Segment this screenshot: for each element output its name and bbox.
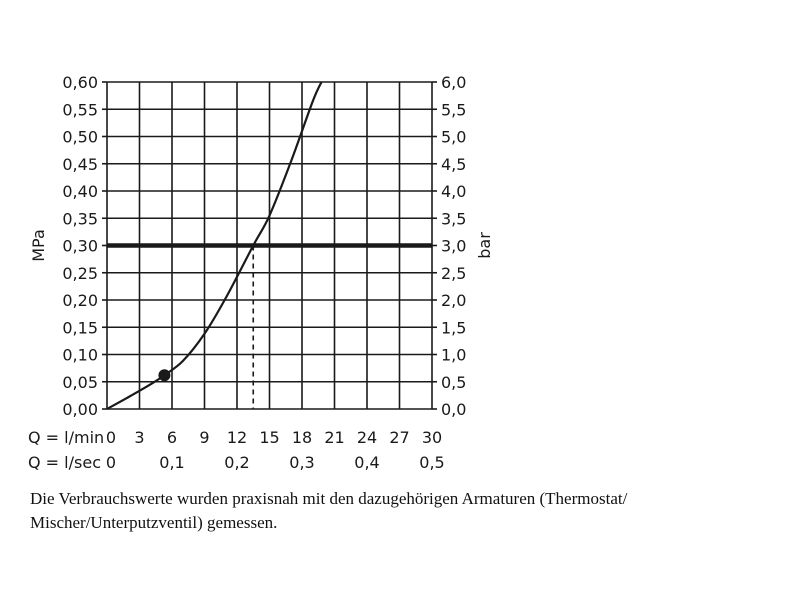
x-tick-label-lsec: 0,3 — [289, 453, 314, 472]
x-tick-label-lmin: 3 — [134, 428, 144, 447]
y-left-tick-label: 0,25 — [62, 264, 98, 283]
y-right-tick-label: 4,0 — [441, 182, 466, 201]
x-tick-label-lmin: 30 — [422, 428, 442, 447]
y-left-tick-label: 0,45 — [62, 155, 98, 174]
x-tick-label-lmin: 0 — [106, 428, 116, 447]
x-tick-label-lmin: 21 — [324, 428, 344, 447]
y-right-tick-label: 4,5 — [441, 155, 466, 174]
y-right-tick-label: 2,0 — [441, 291, 466, 310]
y-right-tick-label: 2,5 — [441, 264, 466, 283]
y-left-tick-label: 0,00 — [62, 400, 98, 419]
y-left-tick-label: 0,60 — [62, 73, 98, 92]
series-line — [106, 81, 323, 410]
y-right-tick-label: 0,0 — [441, 400, 466, 419]
x-tick-label-lmin: 12 — [227, 428, 247, 447]
y-left-tick-label: 0,15 — [62, 318, 98, 337]
chart-caption: Die Verbrauchswerte wurden praxisnah mit… — [30, 489, 628, 532]
y-right-tick-label: 3,0 — [441, 237, 466, 256]
y-axis-label-right: bar — [475, 232, 494, 259]
y-right-tick-label: 1,5 — [441, 318, 466, 337]
x-axis-label-lmin: Q = l/min — [28, 428, 104, 447]
y-left-tick-label: 0,20 — [62, 291, 98, 310]
x-axis-label-lsec: Q = l/sec — [28, 453, 101, 472]
y-axis-label-left: MPa — [29, 229, 48, 262]
y-left-tick-label: 0,50 — [62, 128, 98, 147]
x-tick-label-lmin: 24 — [357, 428, 377, 447]
x-tick-label-lsec: 0,5 — [419, 453, 444, 472]
x-tick-label-lsec: 0,4 — [354, 453, 379, 472]
y-right-tick-label: 0,5 — [441, 373, 466, 392]
y-right-tick-label: 6,0 — [441, 73, 466, 92]
x-tick-label-lmin: 27 — [389, 428, 409, 447]
x-tick-label-lmin: 6 — [167, 428, 177, 447]
y-left-tick-label: 0,10 — [62, 346, 98, 365]
x-tick-label-lmin: 9 — [199, 428, 209, 447]
y-right-tick-label: 5,5 — [441, 100, 466, 119]
y-left-tick-label: 0,40 — [62, 182, 98, 201]
y-left-tick-label: 0,05 — [62, 373, 98, 392]
x-tick-label-lsec: 0 — [106, 453, 116, 472]
x-tick-label-lmin: 15 — [259, 428, 279, 447]
y-left-tick-label: 0,30 — [62, 237, 98, 256]
x-tick-label-lsec: 0,1 — [159, 453, 184, 472]
data-point-marker — [158, 369, 171, 382]
y-right-tick-label: 5,0 — [441, 128, 466, 147]
y-left-tick-label: 0,35 — [62, 209, 98, 228]
y-right-tick-label: 1,0 — [441, 346, 466, 365]
x-tick-label-lsec: 0,2 — [224, 453, 249, 472]
x-tick-label-lmin: 18 — [292, 428, 312, 447]
y-left-tick-label: 0,55 — [62, 100, 98, 119]
y-right-tick-label: 3,5 — [441, 209, 466, 228]
